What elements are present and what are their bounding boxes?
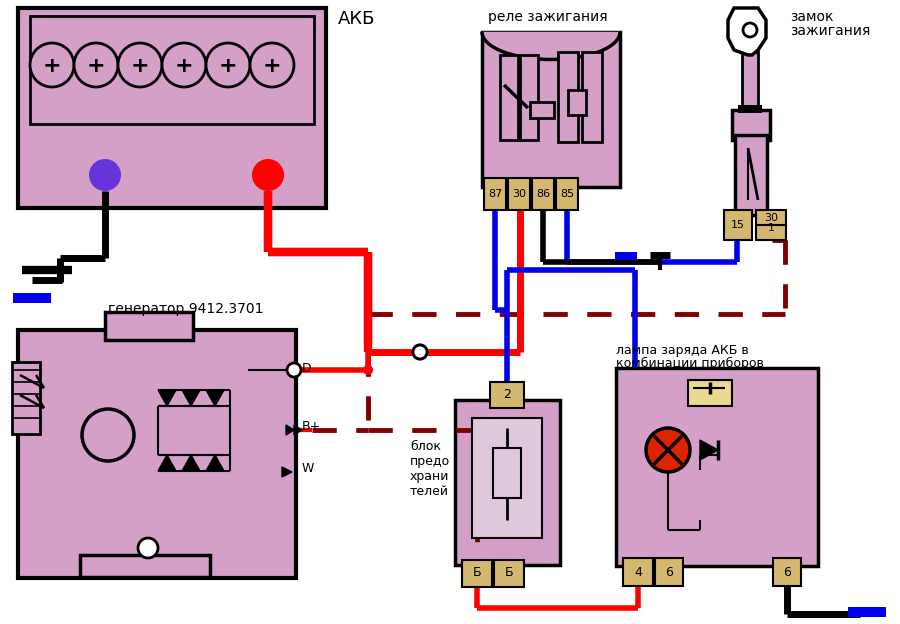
Circle shape	[138, 538, 158, 558]
Polygon shape	[294, 425, 302, 435]
Bar	[482, 32, 620, 187]
Bar	[615, 252, 637, 260]
Bar	[773, 558, 801, 586]
Bar	[724, 210, 752, 240]
Text: 6: 6	[783, 565, 791, 578]
Text: +: +	[175, 56, 194, 76]
Bar	[655, 558, 683, 586]
Bar	[530, 102, 554, 118]
Text: 15: 15	[731, 220, 745, 230]
Bar	[12, 362, 40, 434]
Bar	[623, 558, 653, 586]
Text: 1: 1	[768, 223, 775, 233]
Text: комбинации приборов: комбинации приборов	[616, 357, 764, 370]
Bar	[568, 90, 586, 115]
Circle shape	[252, 159, 284, 191]
Circle shape	[413, 345, 427, 359]
Polygon shape	[182, 455, 200, 471]
Text: АКБ: АКБ	[338, 10, 375, 28]
Bar	[742, 52, 758, 112]
Text: Б: Б	[505, 567, 513, 580]
Polygon shape	[158, 390, 176, 406]
Polygon shape	[206, 455, 224, 471]
Circle shape	[743, 23, 757, 37]
Polygon shape	[728, 8, 766, 55]
Text: +: +	[42, 56, 61, 76]
Text: W: W	[302, 462, 314, 475]
Polygon shape	[206, 390, 224, 406]
Bar	[616, 368, 818, 566]
Circle shape	[363, 365, 373, 375]
Bar	[520, 55, 538, 140]
Text: 30: 30	[512, 189, 526, 199]
Text: генератор 9412.3701: генератор 9412.3701	[108, 302, 264, 316]
Bar	[688, 380, 732, 406]
Circle shape	[413, 345, 427, 359]
Circle shape	[162, 43, 206, 87]
Text: 87: 87	[488, 189, 502, 199]
Circle shape	[30, 43, 74, 87]
Text: реле зажигания: реле зажигания	[488, 10, 608, 24]
Bar	[80, 555, 210, 577]
Text: телей: телей	[410, 485, 449, 498]
Bar	[494, 560, 524, 587]
Bar	[13, 293, 51, 303]
Bar	[472, 418, 542, 538]
Bar	[500, 55, 518, 140]
Text: 86: 86	[536, 189, 550, 199]
Text: B+: B+	[302, 420, 321, 433]
Bar	[848, 607, 886, 617]
Bar	[732, 110, 770, 140]
Polygon shape	[286, 425, 294, 435]
Circle shape	[287, 363, 301, 377]
Text: замок: замок	[790, 10, 833, 24]
Bar	[105, 312, 193, 340]
Text: D: D	[302, 362, 311, 375]
Circle shape	[206, 43, 250, 87]
Bar	[738, 105, 762, 113]
Circle shape	[89, 159, 121, 191]
Bar	[558, 52, 578, 142]
Text: Б: Б	[472, 567, 482, 580]
Text: храни: храни	[410, 470, 449, 483]
Text: 30: 30	[764, 213, 778, 223]
Text: +: +	[130, 56, 149, 76]
Bar	[18, 330, 296, 578]
Bar	[508, 178, 530, 210]
Text: 6: 6	[665, 565, 673, 578]
Bar	[462, 560, 492, 587]
Text: предо: предо	[410, 455, 450, 468]
Circle shape	[82, 409, 134, 461]
Circle shape	[74, 43, 118, 87]
Bar	[490, 382, 524, 408]
Text: зажигания: зажигания	[790, 24, 870, 38]
Polygon shape	[282, 467, 292, 477]
Polygon shape	[182, 390, 200, 406]
Text: +: +	[86, 56, 105, 76]
Text: +: +	[219, 56, 238, 76]
Bar	[30, 16, 314, 124]
Circle shape	[646, 428, 690, 472]
Text: лампа заряда АКБ в: лампа заряда АКБ в	[616, 344, 749, 357]
Bar	[493, 448, 521, 498]
Bar	[484, 178, 506, 210]
Polygon shape	[158, 455, 176, 471]
Circle shape	[118, 43, 162, 87]
Bar	[582, 52, 602, 142]
Text: +: +	[263, 56, 282, 76]
Bar	[756, 210, 786, 240]
Text: 4: 4	[634, 565, 642, 578]
Circle shape	[250, 43, 294, 87]
Text: блок: блок	[410, 440, 441, 453]
Bar	[18, 8, 326, 208]
Text: 2: 2	[503, 389, 511, 401]
Bar	[556, 178, 578, 210]
Text: 85: 85	[560, 189, 574, 199]
Bar	[735, 135, 767, 215]
Polygon shape	[700, 440, 718, 460]
Bar	[455, 400, 560, 565]
Bar	[532, 178, 554, 210]
